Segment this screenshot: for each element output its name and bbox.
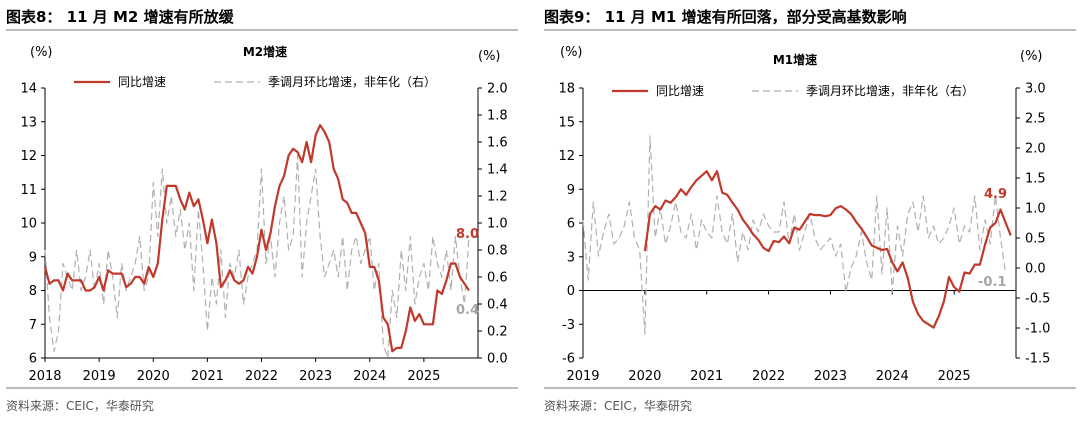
x-tick-label: 2021	[690, 369, 723, 384]
left-tick-label: 9	[567, 183, 575, 198]
left-tick-label: 6	[567, 217, 575, 232]
right-tick-label: 0.0	[487, 352, 508, 367]
x-tick-label: 2023	[299, 369, 332, 384]
annotation-latest-yoy: 8.0	[456, 227, 479, 242]
left-unit-right: (%)	[560, 45, 583, 60]
left-tick-label: 18	[558, 82, 575, 97]
x-tick-label: 2025	[407, 369, 440, 384]
x-tick-label: 2019	[566, 369, 599, 384]
right-tick-label: 1.0	[487, 217, 508, 232]
left-tick-label: 14	[20, 82, 37, 97]
x-tick-label: 2020	[137, 369, 170, 384]
right-tick-label: 1.6	[487, 136, 508, 151]
chart-panel-1: -6 -3 0 3 6 9 12 15 18 -1.5 -1.0 -0.5 0.0 0.5 1.0 1.5 2.…	[558, 82, 1050, 385]
right-tick-label: 2.0	[1025, 142, 1046, 157]
right-tick-label: 1.0	[1025, 202, 1046, 217]
right-tick-label: 2.5	[1025, 112, 1046, 127]
x-tick-label: 2018	[28, 369, 61, 384]
annotation-latest-mom: -0.1	[978, 275, 1006, 290]
chart-panel-0: 6 7 8 9 10 11 12 13 14 0.0 0.2 0.4 0.6 0.8 1.0 1.2 1.4 1.…	[20, 74, 507, 384]
right-tick-label: 1.5	[1025, 172, 1046, 187]
left-tick-label: 12	[558, 149, 575, 164]
x-tick-label: 2020	[628, 369, 661, 384]
annotation-latest-yoy: 4.9	[984, 187, 1007, 202]
source-right: 资料来源：CEIC，华泰研究	[544, 398, 692, 413]
legend-label-yoy: 同比增速	[656, 84, 704, 98]
legend-label-mom: 季调月环比增速，非年化（右）	[268, 74, 436, 89]
right-tick-label: 1.4	[487, 163, 508, 178]
right-tick-label: 0.5	[1025, 232, 1046, 247]
right-tick-label: -1.0	[1025, 322, 1050, 337]
x-tick-label: 2023	[814, 369, 847, 384]
right-tick-label: 0.0	[1025, 262, 1046, 277]
source-left: 资料来源：CEIC，华泰研究	[6, 398, 154, 413]
left-tick-label: 0	[567, 284, 575, 299]
legend-label-mom: 季调月环比增速，非年化（右）	[806, 83, 974, 98]
x-tick-label: 2022	[245, 369, 278, 384]
x-tick-label: 2019	[83, 369, 116, 384]
right-tick-label: 0.8	[487, 244, 508, 259]
series-line-yoy	[643, 170, 1012, 329]
chart-title-left: M2增速	[243, 44, 287, 59]
left-unit-left: (%)	[30, 45, 53, 60]
left-tick-label: -3	[562, 318, 575, 333]
right-unit-right: (%)	[1020, 49, 1043, 64]
chart-title-right: M1增速	[773, 52, 817, 67]
left-tick-label: 11	[20, 183, 37, 198]
x-tick-label: 2022	[752, 369, 785, 384]
right-tick-label: 1.8	[487, 109, 508, 124]
right-tick-label: 1.2	[487, 190, 508, 205]
plots-layer: 6 7 8 9 10 11 12 13 14 0.0 0.2 0.4 0.6 0.8 1.0 1.2 1.4 1.…	[20, 74, 1050, 384]
left-tick-label: 10	[20, 217, 37, 232]
x-tick-label: 2024	[876, 369, 909, 384]
left-tick-label: 8	[29, 284, 37, 299]
right-tick-label: 0.2	[487, 325, 508, 340]
right-tick-label: -1.5	[1025, 352, 1050, 367]
figure-title-left: 图表8： 11 月 M2 增速有所放缓	[6, 8, 235, 26]
x-tick-label: 2024	[353, 369, 386, 384]
right-tick-label: 3.0	[1025, 82, 1046, 97]
annotation-latest-mom: 0.4	[456, 303, 479, 318]
legend-label-yoy: 同比增速	[118, 75, 166, 89]
left-tick-label: 7	[29, 318, 37, 333]
series-line-mom	[44, 154, 470, 359]
right-tick-label: -0.5	[1025, 292, 1050, 307]
series-line-yoy	[43, 123, 470, 353]
right-tick-label: 0.4	[487, 298, 508, 313]
left-tick-label: -6	[562, 352, 575, 367]
right-tick-label: 2.0	[487, 82, 508, 97]
left-tick-label: 12	[20, 149, 37, 164]
right-tick-label: 0.6	[487, 271, 508, 286]
right-unit-left: (%)	[478, 49, 501, 64]
figure-title-right: 图表9： 11 月 M1 增速有所回落，部分受高基数影响	[544, 8, 907, 26]
left-tick-label: 6	[29, 352, 37, 367]
left-tick-label: 3	[567, 250, 575, 265]
left-tick-label: 13	[20, 115, 37, 130]
x-tick-label: 2025	[938, 369, 971, 384]
x-tick-label: 2021	[191, 369, 224, 384]
left-tick-label: 9	[29, 250, 37, 265]
left-tick-label: 15	[558, 115, 575, 130]
